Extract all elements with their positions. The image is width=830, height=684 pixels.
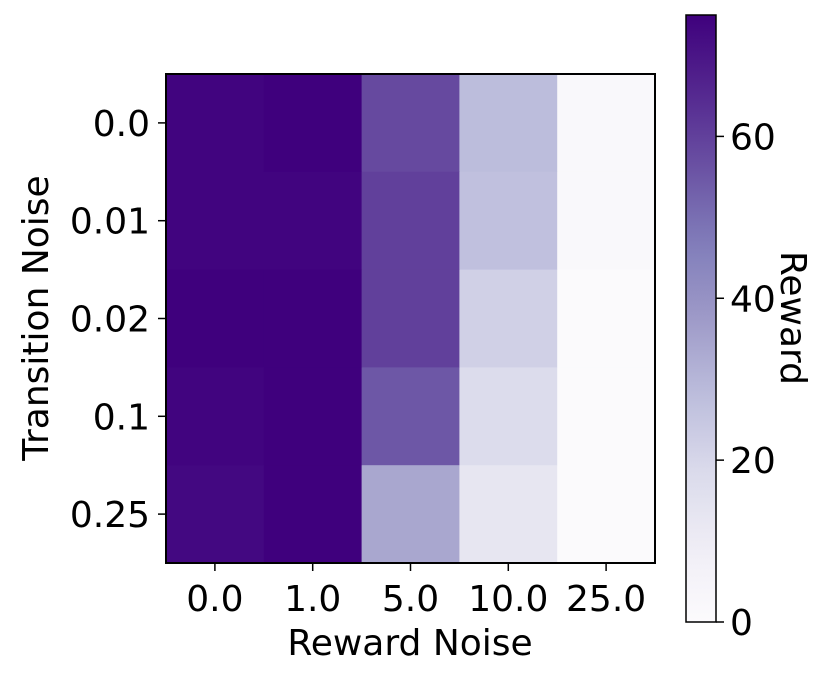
- y-tick-label: 0.1: [93, 397, 150, 438]
- heatmap-cell: [263, 269, 363, 368]
- y-tick-label: 0.01: [70, 202, 150, 243]
- colorbar-tick-label: 0: [730, 603, 753, 644]
- heatmap-cell: [361, 367, 460, 466]
- y-axis-label: Transition Noise: [16, 175, 57, 461]
- x-tick-label: 10.0: [468, 579, 548, 620]
- heatmap-cell: [557, 269, 656, 368]
- heatmap-cell: [459, 465, 558, 564]
- heatmap-cell: [166, 74, 265, 173]
- heatmap-cell: [459, 367, 558, 466]
- heatmap-cell: [459, 269, 558, 368]
- heatmap-cell: [263, 171, 363, 271]
- colorbar-tick-label: 20: [730, 441, 776, 482]
- colorbar-label: Reward: [772, 251, 813, 385]
- heatmap-cell: [263, 367, 363, 466]
- colorbar-tick-label: 40: [730, 279, 776, 320]
- x-tick-label: 1.0: [284, 579, 341, 620]
- x-axis-label: Reward Noise: [287, 623, 532, 664]
- y-tick-label: 0.25: [70, 495, 150, 536]
- heatmap-cell: [459, 171, 558, 271]
- heatmap-cell: [459, 74, 558, 173]
- x-tick-label: 5.0: [382, 579, 439, 620]
- heatmap-cell: [166, 367, 265, 466]
- heatmap-cell: [263, 465, 363, 564]
- heatmap-cell: [361, 171, 460, 271]
- heatmap-cell: [557, 367, 656, 466]
- heatmap-cell: [557, 171, 656, 271]
- heatmap-cell: [361, 465, 460, 564]
- colorbar-tick-label: 60: [730, 117, 776, 158]
- y-tick-label: 0.0: [93, 104, 150, 145]
- colorbar-ticks: 0 20 40 60: [716, 117, 776, 644]
- heatmap-cell: [361, 269, 460, 368]
- heatmap-cell: [557, 74, 656, 173]
- x-tick-label: 0.0: [186, 579, 243, 620]
- heatmap-cell: [557, 465, 656, 564]
- heatmap-cell: [166, 465, 265, 564]
- heatmap-cell: [166, 171, 265, 271]
- heatmap-cell: [361, 74, 460, 173]
- y-tick-label: 0.02: [70, 300, 150, 341]
- colorbar: [685, 14, 717, 623]
- heatmap-cell: [263, 74, 363, 173]
- y-axis-ticks: 0.0 0.01 0.02 0.1 0.25: [70, 104, 166, 536]
- x-axis-ticks: 0.0 1.0 5.0 10.0 25.0: [186, 563, 646, 620]
- heatmap-cells: [166, 74, 656, 564]
- x-tick-label: 25.0: [566, 579, 646, 620]
- heatmap-cell: [166, 269, 265, 368]
